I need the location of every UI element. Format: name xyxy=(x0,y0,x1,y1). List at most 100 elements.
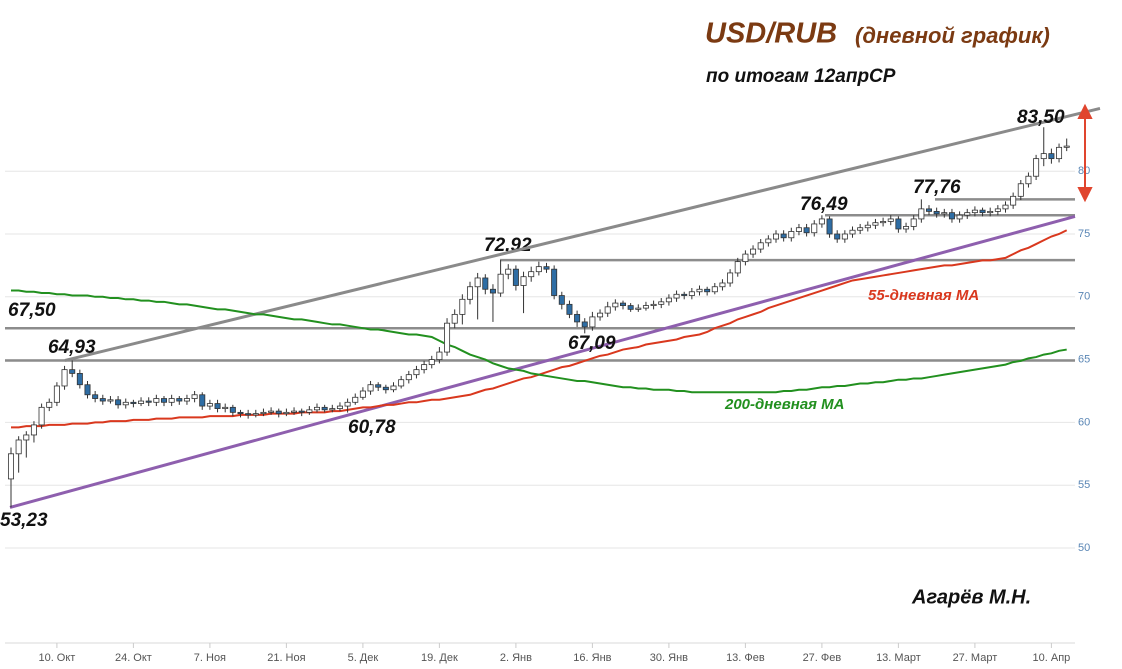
candle-body xyxy=(948,212,955,220)
candle-body xyxy=(688,291,695,296)
author: Агарёв М.Н. xyxy=(911,586,1031,608)
x-tick-label: 10. Окт xyxy=(38,652,75,664)
candle-body xyxy=(941,212,948,215)
x-tick-label: 21. Ноя xyxy=(267,652,305,664)
series-label: 55-дневная МА xyxy=(868,287,979,304)
candle-body xyxy=(811,223,818,234)
candle-body xyxy=(566,303,573,315)
candle-body xyxy=(115,399,122,406)
candle-body xyxy=(7,453,14,480)
candle-body xyxy=(704,288,711,293)
x-tick-label: 13. Март xyxy=(876,652,921,664)
candle-body xyxy=(130,401,137,404)
candle-body xyxy=(979,209,986,214)
candle-body xyxy=(696,288,703,293)
candle-body xyxy=(1048,153,1055,160)
candle-body xyxy=(673,293,680,299)
candle-body xyxy=(558,295,565,305)
candle-body xyxy=(780,233,787,239)
candle-body xyxy=(627,305,634,310)
x-tick-label: 27. Март xyxy=(953,652,998,664)
point-label: 53,23 xyxy=(0,510,48,531)
point-label: 60,78 xyxy=(348,417,396,438)
candle-body xyxy=(38,406,45,426)
candle-body xyxy=(405,374,412,381)
candle-body xyxy=(382,386,389,391)
candle-body xyxy=(987,210,994,214)
candle-body xyxy=(229,406,236,413)
candle-body xyxy=(849,229,856,235)
candle-body xyxy=(375,384,382,388)
candle-body xyxy=(336,405,343,409)
candle-body xyxy=(872,222,879,226)
candle-body xyxy=(964,212,971,216)
candle-body xyxy=(183,398,190,402)
candle-body xyxy=(719,282,726,288)
candle-body xyxy=(681,293,688,296)
candle-body xyxy=(444,322,451,353)
candle-body xyxy=(459,298,466,315)
y-tick-label: 70 xyxy=(1078,291,1090,303)
candle-body xyxy=(1033,158,1040,177)
candle-body xyxy=(15,439,22,455)
candle-body xyxy=(252,413,259,416)
candle-body xyxy=(635,307,642,310)
candle-body xyxy=(727,272,734,284)
candle-body xyxy=(612,302,619,308)
candle-body xyxy=(359,390,366,398)
candle-body xyxy=(543,266,550,270)
candle-body xyxy=(795,227,802,232)
candle-body xyxy=(206,403,213,407)
candle-body xyxy=(574,313,581,323)
candle-body xyxy=(581,321,588,328)
candle-body xyxy=(512,268,519,286)
candle-body xyxy=(604,306,611,314)
candle-body xyxy=(122,401,129,406)
candle-body xyxy=(76,373,83,386)
candle-body xyxy=(84,384,91,396)
candle-body xyxy=(428,359,435,366)
candle-body xyxy=(313,406,320,411)
candle-body xyxy=(788,231,795,239)
level-label: 77,76 xyxy=(913,177,961,198)
candle-body xyxy=(765,238,772,244)
y-tick-label: 65 xyxy=(1078,354,1090,366)
candle-body xyxy=(413,369,420,376)
candle-body xyxy=(168,398,175,403)
candle-body xyxy=(390,385,397,391)
candle-body xyxy=(497,273,504,294)
chart-title-note: (дневной график) xyxy=(855,23,1050,48)
candle-body xyxy=(589,316,596,328)
level-label: 64,93 xyxy=(48,337,96,358)
candle-body xyxy=(742,253,749,263)
candle-body xyxy=(30,424,37,436)
candle-body xyxy=(482,277,489,290)
candle-body xyxy=(551,268,558,296)
candle-body xyxy=(474,277,481,288)
candle-body xyxy=(520,276,527,286)
candle-body xyxy=(903,226,910,230)
range-arrow xyxy=(1077,103,1093,203)
chart-subtitle: по итогам 12апрСР xyxy=(706,66,896,87)
candle-body xyxy=(658,301,665,305)
candle-body xyxy=(61,369,68,387)
candle-body xyxy=(750,248,757,255)
candle-body xyxy=(466,286,473,300)
trend-line xyxy=(9,214,1076,509)
y-tick-label: 55 xyxy=(1078,479,1090,491)
candle-body xyxy=(321,406,328,411)
trend-line xyxy=(64,106,1101,362)
candle-body xyxy=(933,210,940,215)
candle-body xyxy=(283,411,290,415)
candle-body xyxy=(191,394,198,399)
chart-title: USD/RUB xyxy=(705,18,837,50)
candle-body xyxy=(451,313,458,324)
y-tick-label: 50 xyxy=(1078,542,1090,554)
candle-body xyxy=(1017,183,1024,197)
candle-body xyxy=(214,403,221,409)
candle-body xyxy=(138,400,145,404)
candle-body xyxy=(92,394,99,399)
x-tick-label: 24. Окт xyxy=(115,652,152,664)
